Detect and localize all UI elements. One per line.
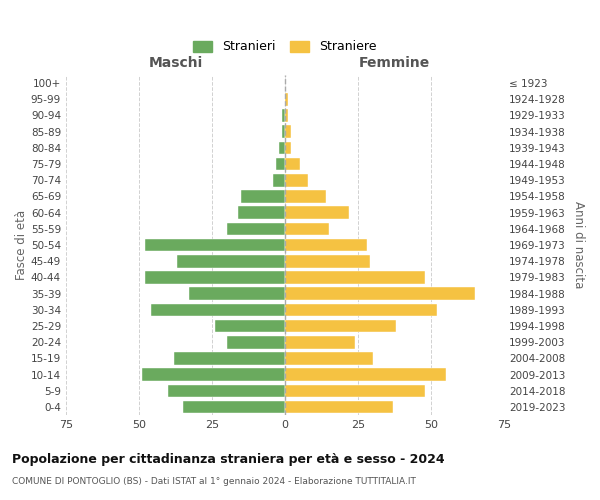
Bar [142,368,285,381]
Text: Popolazione per cittadinanza straniera per età e sesso - 2024: Popolazione per cittadinanza straniera p… [12,452,445,466]
Bar [285,238,367,252]
Bar [285,320,396,332]
Bar [227,222,285,235]
Y-axis label: Anni di nascita: Anni di nascita [572,202,585,288]
Bar [279,142,285,154]
Bar [145,238,285,252]
Bar [285,222,329,235]
Text: Femmine: Femmine [359,56,430,70]
Bar [183,400,285,413]
Y-axis label: Fasce di età: Fasce di età [15,210,28,280]
Bar [227,336,285,348]
Bar [285,255,370,268]
Bar [273,174,285,186]
Bar [285,142,291,154]
Bar [285,352,373,365]
Bar [285,158,299,170]
Bar [188,288,285,300]
Bar [285,126,291,138]
Text: Maschi: Maschi [148,56,203,70]
Bar [285,190,326,203]
Bar [238,206,285,219]
Bar [285,336,355,348]
Bar [151,304,285,316]
Bar [168,384,285,397]
Bar [276,158,285,170]
Bar [285,384,425,397]
Bar [285,206,349,219]
Bar [285,93,288,106]
Text: COMUNE DI PONTOGLIO (BS) - Dati ISTAT al 1° gennaio 2024 - Elaborazione TUTTITAL: COMUNE DI PONTOGLIO (BS) - Dati ISTAT al… [12,478,416,486]
Bar [285,109,288,122]
Bar [177,255,285,268]
Bar [145,271,285,284]
Bar [282,126,285,138]
Bar [285,174,308,186]
Bar [285,288,475,300]
Bar [241,190,285,203]
Legend: Stranieri, Straniere: Stranieri, Straniere [193,40,377,54]
Bar [285,400,393,413]
Bar [174,352,285,365]
Bar [282,109,285,122]
Bar [215,320,285,332]
Bar [285,271,425,284]
Bar [285,368,446,381]
Bar [285,304,437,316]
